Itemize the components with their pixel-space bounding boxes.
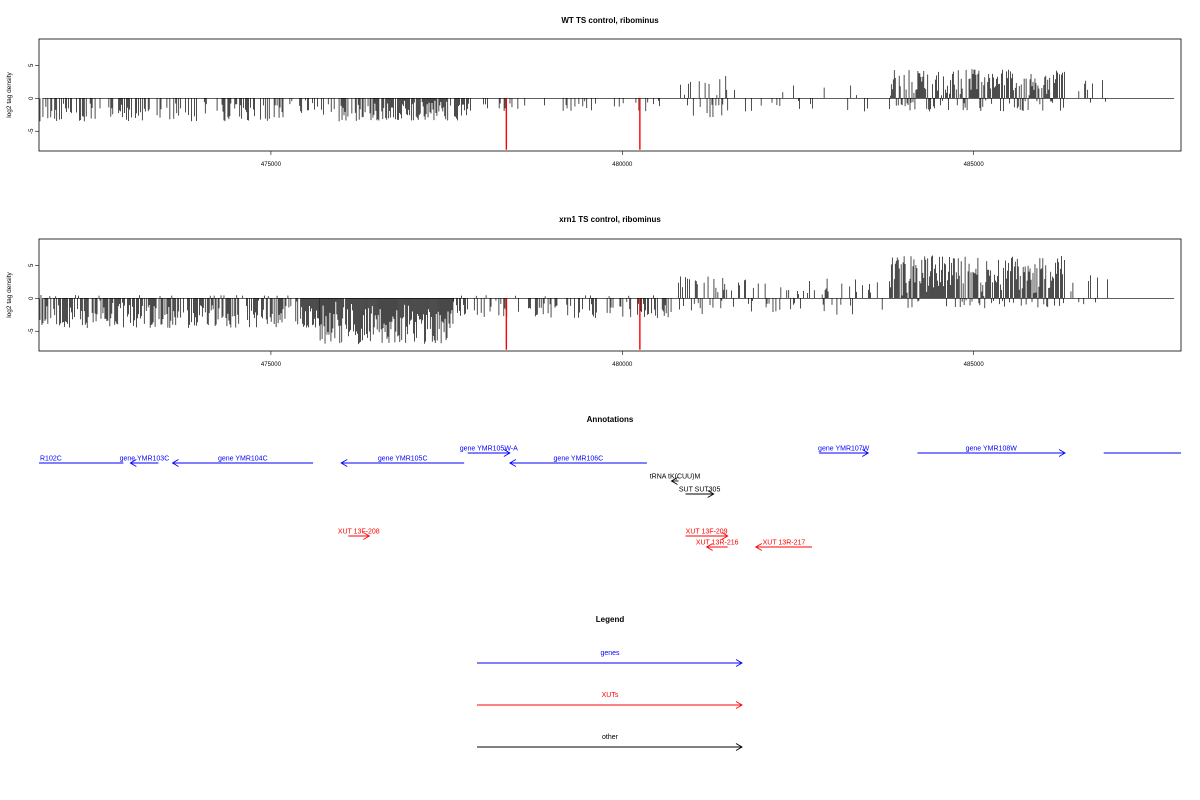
feature-label: gene YMR107W	[818, 446, 870, 453]
y-tick-label: -5	[29, 128, 35, 134]
xrn1-axes: -5 0 5 475000 480000 485000	[29, 263, 984, 368]
feature-label: R102C	[40, 456, 62, 463]
feature-label: XUT 13F-208	[338, 529, 380, 536]
feature-label: XUT 13F-209	[686, 529, 728, 536]
feature-arrowhead	[129, 459, 137, 467]
feature-label: gene YMR104C	[218, 456, 268, 463]
x-tick-label: 475000	[261, 162, 282, 168]
feature-arrowhead	[754, 543, 763, 551]
annotation-features: R102C gene YMR103C gene YMR104C gene YMR105…	[39, 446, 1181, 551]
legend-label: XUTs	[602, 692, 619, 699]
feature-arrowhead	[721, 532, 729, 540]
x-tick-label: 480000	[612, 362, 633, 368]
legend-title: Legend	[596, 615, 625, 624]
wt-plot-frame	[38, 38, 1182, 152]
feature-label: XUT 13R-217	[763, 540, 806, 547]
y-tick-label: 0	[29, 296, 35, 300]
feature-arrowhead	[1058, 449, 1066, 457]
legend-arrowhead	[735, 701, 743, 709]
feature-arrowhead	[171, 459, 179, 467]
xrn1-y-axis-label: log2 tag density	[6, 271, 13, 317]
xrn1-track-panel: xrn1 TS control, ribominus log2 tag dens…	[6, 215, 1182, 368]
feature-label: gene YMR103C	[120, 456, 170, 463]
feature-label: gene YMR105C	[378, 456, 428, 463]
legend-items: genes XUTs other	[477, 650, 743, 751]
annotations-title: Annotations	[587, 415, 634, 424]
xrn1-plot-frame	[38, 238, 1182, 352]
annotations-panel: Annotations R102C gene YMR103C gene YMR104…	[39, 415, 1181, 551]
legend-panel: Legend genes XUTs other	[477, 615, 743, 751]
feature-label: SUT SUT305	[679, 487, 721, 494]
xrn1-bars	[39, 255, 1174, 350]
legend-arrowhead	[735, 659, 743, 667]
feature-label: gene YMR105W-A	[460, 446, 518, 453]
wt-track-panel: WT TS control, ribominus log2 tag densit…	[6, 16, 1182, 168]
xrn1-track-title: xrn1 TS control, ribominus	[559, 215, 661, 224]
feature-arrowhead	[705, 543, 713, 551]
y-tick-label: 0	[29, 96, 35, 100]
x-tick-label: 475000	[261, 362, 282, 368]
wt-track-title: WT TS control, ribominus	[561, 16, 659, 25]
feature-label: XUT 13R-216	[696, 540, 739, 547]
legend-label: other	[602, 734, 619, 741]
feature-arrowhead	[670, 477, 678, 485]
wt-bars	[39, 69, 1174, 150]
feature-arrowhead	[707, 490, 715, 498]
legend-arrowhead	[735, 743, 743, 751]
wt-axes: -5 0 5 475000 480000 485000	[29, 63, 984, 168]
legend-label: genes	[600, 650, 620, 657]
y-tick-label: 5	[29, 263, 35, 267]
feature-label: gene YMR106C	[554, 456, 604, 463]
y-tick-label: 5	[29, 63, 35, 67]
feature-arrowhead	[503, 449, 511, 457]
feature-label: tRNA tK(CUU)M	[650, 474, 701, 481]
feature-arrowhead	[363, 532, 371, 540]
wt-y-axis-label: log2 tag density	[6, 71, 13, 117]
feature-arrowhead	[340, 459, 348, 467]
x-tick-label: 485000	[964, 362, 985, 368]
x-tick-label: 485000	[964, 162, 985, 168]
feature-arrowhead	[508, 459, 517, 467]
feature-arrowhead	[862, 449, 870, 457]
y-tick-label: -5	[29, 328, 35, 334]
x-tick-label: 480000	[612, 162, 633, 168]
feature-label: gene YMR108W	[966, 446, 1018, 453]
